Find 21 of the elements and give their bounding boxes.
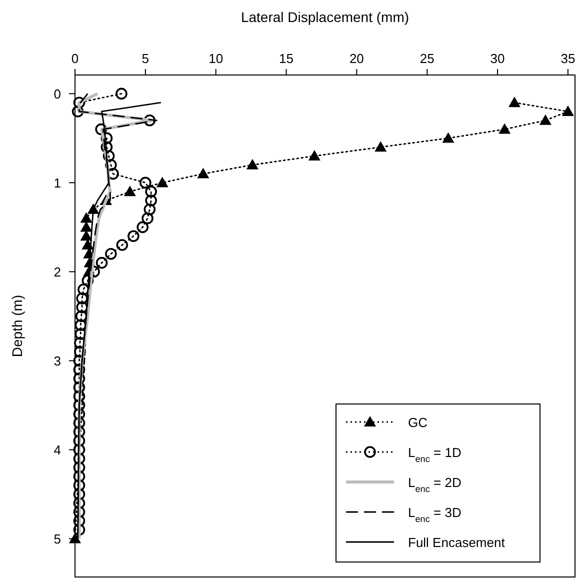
x-tick-label: 25 [420, 51, 434, 66]
legend-label: L$_{enc}$ = 1D [408, 445, 462, 464]
x-tick-label: 10 [208, 51, 224, 66]
x-axis-title: Lateral Displacement (mm) [240, 9, 410, 25]
x-tick-label: 5 [142, 51, 150, 66]
y-tick-label: 5 [54, 532, 61, 547]
x-tick-label: 35 [560, 51, 576, 66]
legend-label: GC [408, 415, 428, 430]
x-tick-label: 15 [279, 51, 294, 66]
x-tick-label: 30 [490, 51, 505, 66]
y-axis-title: Depth (m) [9, 294, 25, 358]
legend-label: L$_{enc}$ = 3D [408, 505, 462, 524]
y-tick-label: 0 [54, 86, 61, 102]
legend-label: Full Encasement [408, 535, 506, 550]
y-tick-label: 3 [54, 354, 61, 369]
y-tick-label: 4 [54, 442, 61, 458]
legend-label: L$_{enc}$ = 2D [408, 475, 462, 494]
y-tick-label: 2 [54, 264, 61, 280]
x-tick-label: 20 [349, 51, 364, 66]
x-tick-label: 0 [71, 51, 79, 66]
y-tick-label: 1 [54, 176, 61, 191]
